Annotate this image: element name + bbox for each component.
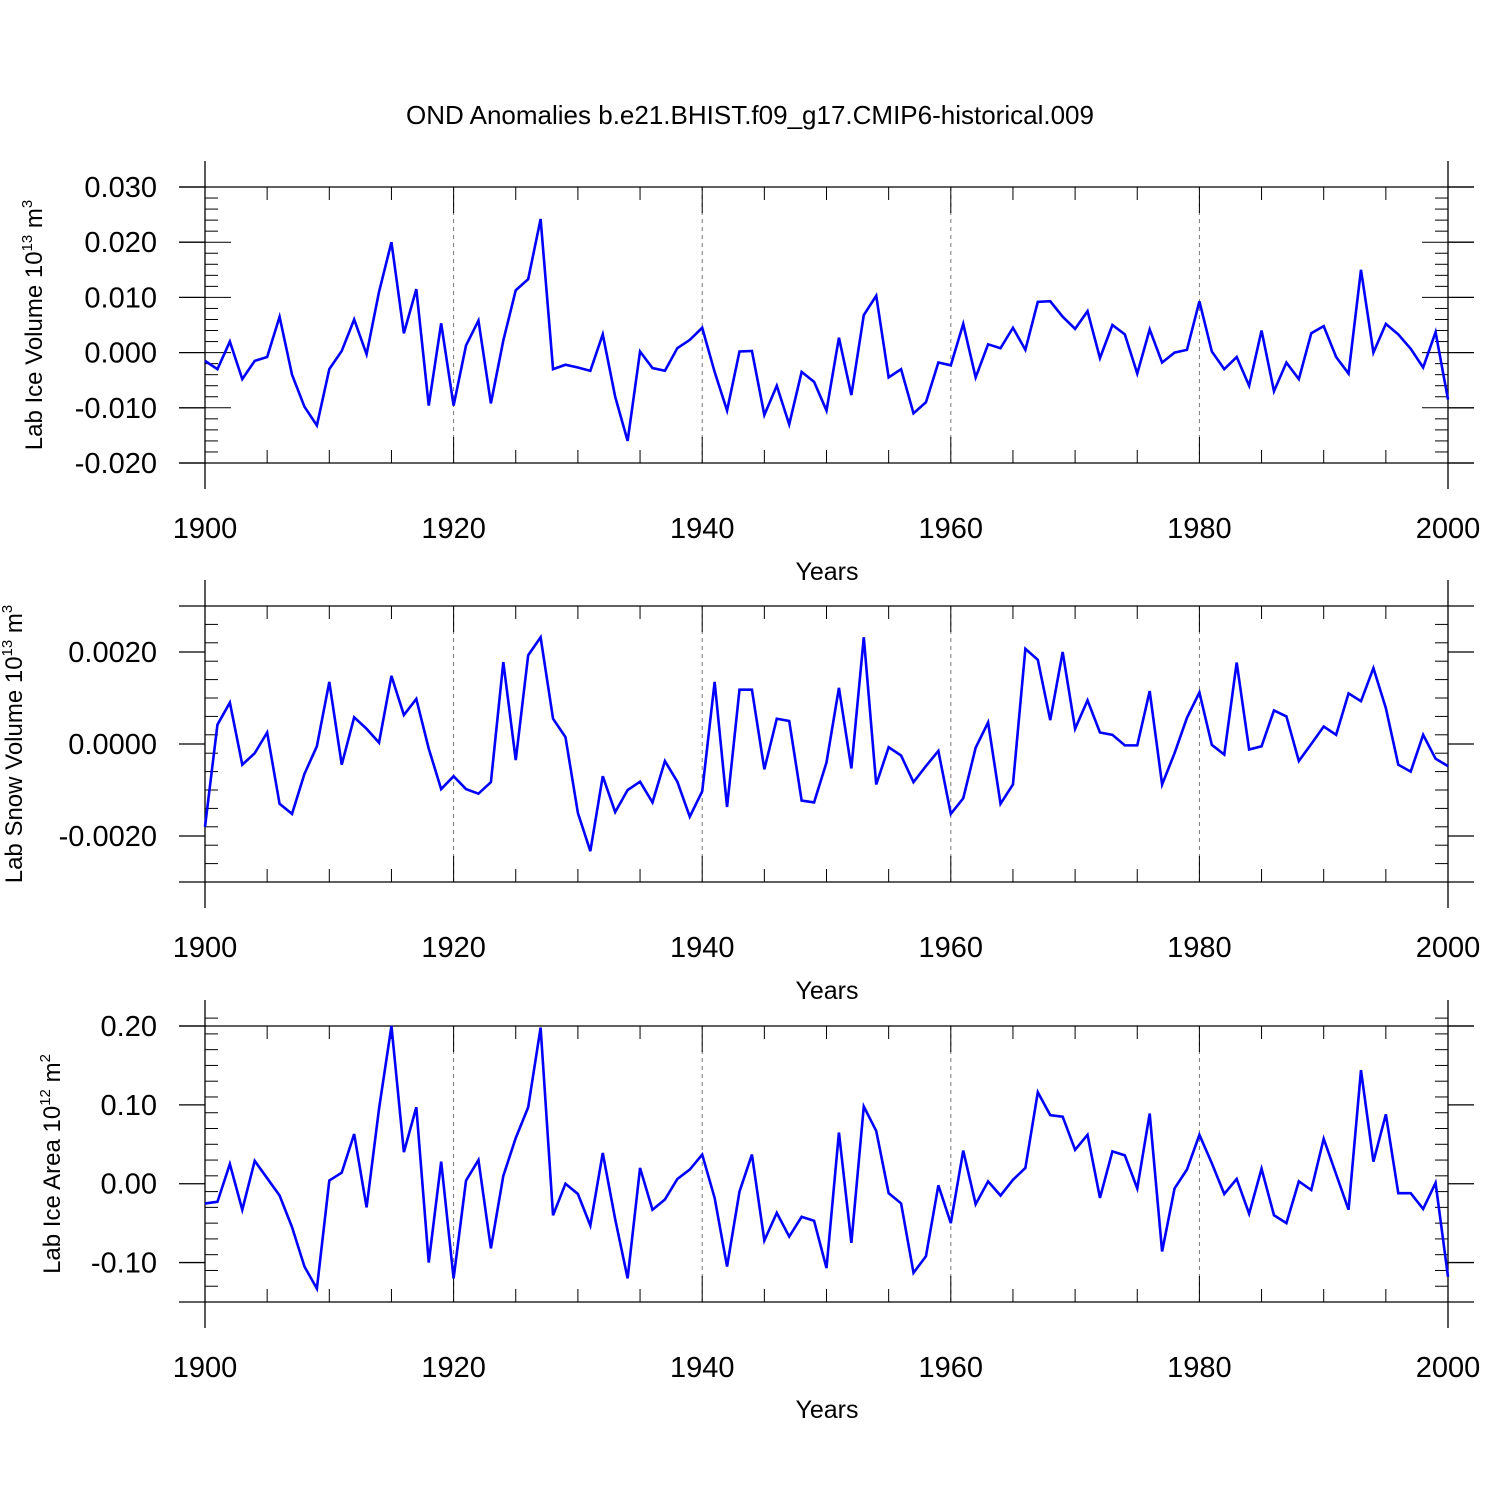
x-tick-label-ice-area: 1960	[919, 1352, 984, 1384]
y-tick-label-ice-volume: 0.020	[84, 227, 157, 259]
x-tick-label-ice-area: 2000	[1416, 1352, 1481, 1384]
y-tick-label-snow-volume: -0.0020	[59, 821, 157, 853]
x-tick-label-ice-area: 1900	[173, 1352, 238, 1384]
y-tick-label-ice-area: 0.20	[101, 1011, 157, 1043]
x-tick-label-ice-area: 1920	[421, 1352, 486, 1384]
x-tick-label-ice-volume: 1980	[1167, 513, 1232, 545]
series-line-ice-area	[204, 1025, 1450, 1293]
x-tick-label-snow-volume: 1900	[173, 932, 238, 964]
series-line-ice-volume	[204, 218, 1450, 442]
y-tick-label-ice-volume: 0.030	[84, 172, 157, 204]
panel-snow-volume: Lab Snow Volume 1013 m3 Years 1900 1920 19…	[0, 580, 1480, 1005]
x-tick-label-ice-area: 1980	[1167, 1352, 1232, 1384]
y-tick-label-ice-area: 0.00	[101, 1169, 157, 1201]
y-tick-label-ice-volume: -0.010	[75, 393, 157, 425]
x-tick-label-ice-volume: 1960	[919, 513, 984, 545]
panel-ice-volume: Lab Ice Volume 1013 m3 Years 1900 1920 194…	[19, 161, 1480, 586]
y-tick-label-ice-area: 0.10	[101, 1090, 157, 1122]
y-axis-label-ice-volume: Lab Ice Volume 1013 m3	[19, 200, 48, 451]
x-axis-label-ice-volume: Years	[795, 558, 858, 586]
x-tick-label-ice-volume: 1900	[173, 513, 238, 545]
x-tick-label-snow-volume: 1940	[670, 932, 735, 964]
x-tick-label-snow-volume: 1920	[421, 932, 486, 964]
y-tick-label-ice-area: -0.10	[91, 1248, 157, 1280]
x-axis-label-ice-area: Years	[795, 1396, 858, 1424]
x-axis-label-snow-volume: Years	[795, 977, 858, 1005]
panel-ice-area: Lab Ice Area 1012 m2 Years 1900 1920 1940 1…	[37, 1000, 1480, 1424]
x-tick-label-snow-volume: 1960	[919, 932, 984, 964]
chart-title: OND Anomalies b.e21.BHIST.f09_g17.CMIP6-…	[406, 100, 1094, 130]
y-tick-label-snow-volume: 0.0020	[68, 637, 157, 669]
x-tick-label-ice-volume: 1920	[421, 513, 486, 545]
x-tick-label-ice-area: 1940	[670, 1352, 735, 1384]
x-tick-label-ice-volume: 1940	[670, 513, 735, 545]
y-tick-label-ice-volume: 0.010	[84, 282, 157, 314]
series-line-snow-volume	[203, 633, 1449, 852]
x-tick-label-snow-volume: 2000	[1416, 932, 1481, 964]
y-tick-label-ice-volume: -0.020	[75, 448, 157, 480]
x-tick-label-ice-volume: 2000	[1416, 513, 1481, 545]
x-tick-label-snow-volume: 1980	[1167, 932, 1232, 964]
y-axis-label-snow-volume: Lab Snow Volume 1013 m3	[0, 605, 28, 884]
y-tick-label-ice-volume: 0.000	[84, 338, 157, 370]
y-tick-label-snow-volume: 0.0000	[68, 729, 157, 761]
y-axis-label-ice-area: Lab Ice Area 1012 m2	[37, 1054, 66, 1274]
